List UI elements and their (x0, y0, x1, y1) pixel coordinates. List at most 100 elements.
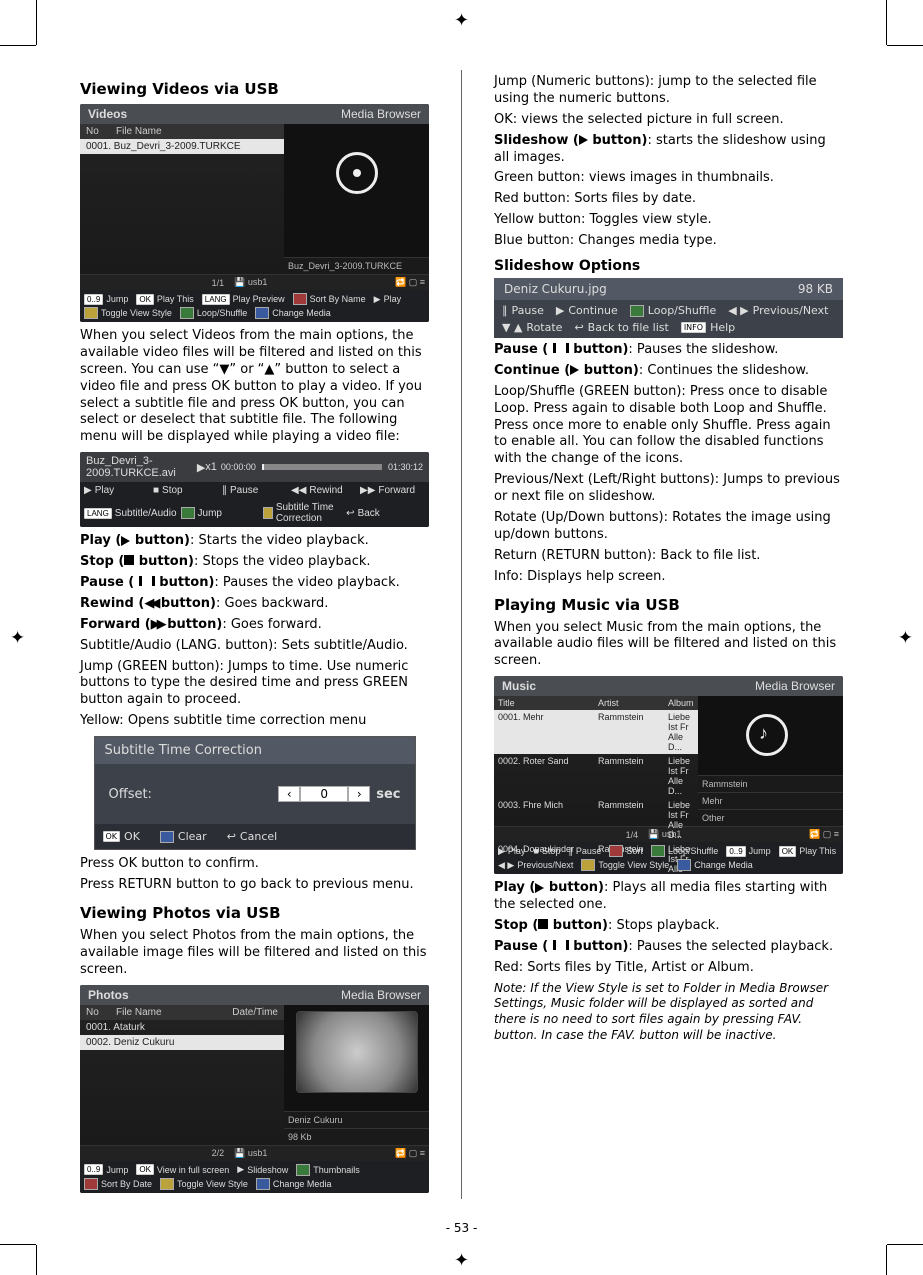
p-r5: Red button: Sorts files by date. (494, 191, 843, 208)
music-para: When you select Music from the main opti… (494, 620, 843, 671)
photo-row[interactable]: 0001. Ataturk (80, 1020, 284, 1035)
blue-icon (160, 831, 174, 843)
p-s2: Continue ( button): Continues the slides… (494, 363, 843, 380)
hdr-dt: Date/Time (232, 1007, 278, 1018)
crop-mark (36, 1245, 37, 1275)
info-key: INFO (681, 322, 706, 333)
red-icon (84, 1178, 98, 1190)
green-icon (630, 305, 644, 317)
film-reel-icon (336, 152, 378, 194)
reg-target-bottom: ✦ (454, 1250, 469, 1271)
p-sub: Press OK button to confirm. (80, 856, 429, 873)
slide-rot: Rotate (526, 321, 562, 334)
file-row[interactable]: 0001. Buz_Devri_3-2009.TURKCE (80, 139, 284, 154)
spinner-left[interactable]: ‹ (278, 786, 300, 802)
music-preview (698, 696, 843, 775)
hint-toggle: Toggle View Style (598, 860, 669, 870)
pib-stc: Subtitle Time Correction (276, 502, 342, 524)
slide-info: Help (710, 321, 735, 334)
jump-key: 0..9 (726, 846, 745, 857)
pib-progress[interactable] (262, 464, 382, 470)
count: 1/1 (212, 278, 225, 288)
ok-key: OK (136, 294, 154, 305)
hint-jump: Jump (749, 846, 771, 856)
red-icon (293, 293, 307, 305)
photo-row[interactable]: 0002. Deniz Cukuru (80, 1035, 284, 1050)
red-icon (609, 845, 623, 857)
hint-change: Change Media (272, 308, 331, 318)
crop-mark (0, 45, 36, 46)
slide-pn: Previous/Next (753, 304, 829, 317)
return-icon: ↩ (574, 321, 583, 334)
pib-t1: 01:30:12 (388, 462, 423, 472)
pib-pause: Pause (230, 485, 258, 496)
music-row[interactable]: 0001. MehrRammsteinLiebe Ist Fr Alle D..… (494, 710, 698, 754)
videos-right-label: Media Browser (341, 107, 421, 121)
p-s4: Previous/Next (Left/Right buttons): Jump… (494, 472, 843, 506)
p-ret: Press RETURN button to go back to previo… (80, 877, 429, 894)
hint-thumb: Thumbnails (313, 1165, 360, 1175)
yellow-icon (581, 859, 595, 871)
hdr-title: Title (498, 698, 598, 708)
reg-target-right: ✦ (898, 627, 913, 648)
pib-jump: Jump (198, 508, 222, 519)
hint-pause: Pause (576, 846, 602, 856)
p-r2: OK: views the selected picture in full s… (494, 112, 843, 129)
play-icon: ▶ (374, 294, 381, 305)
stop-icon: ■ (533, 846, 538, 856)
play-icon (570, 365, 579, 375)
play-icon (579, 135, 588, 145)
hdr-file: File Name (116, 1007, 232, 1018)
pause-icon: ∥ (568, 846, 573, 857)
music-note-icon (746, 714, 788, 756)
spinner-value: 0 (300, 786, 348, 802)
pib-sub: Subtitle/Audio (115, 508, 177, 519)
pib-fwd: Forward (378, 485, 415, 496)
p-s6: Return (RETURN button): Back to file lis… (494, 548, 843, 565)
yellow-icon (263, 507, 272, 519)
pib-stop: Stop (162, 485, 183, 496)
playback-info-bar: Buz_Devri_3-2009.TURKCE.avi ▶ x1 00:00:0… (80, 452, 429, 527)
spinner-right[interactable]: › (348, 786, 370, 802)
usb-label: usb1 (662, 829, 682, 839)
reg-target-left: ✦ (10, 627, 25, 648)
side-track: Mehr (698, 792, 843, 809)
music-row[interactable]: 0002. Roter SandRammsteinLiebe Ist Fr Al… (494, 754, 698, 798)
slideshow-bar: Deniz Cukuru.jpg 98 KB ∥Pause ▶Continue … (494, 278, 843, 338)
side-other: Other (698, 809, 843, 826)
sub-title: Subtitle Time Correction (95, 737, 415, 764)
p-mplay: Play ( button): Plays all media files st… (494, 880, 843, 914)
music-note: Note: If the View Style is set to Folder… (494, 981, 843, 1043)
stop-icon (538, 919, 548, 929)
pib-play: Play (95, 485, 114, 496)
yellow-icon (160, 1178, 174, 1190)
music-right-label: Media Browser (755, 679, 835, 693)
rewind-icon: ◀◀ (144, 596, 156, 613)
slide-continue: Continue (568, 304, 617, 317)
arrows-icon: ◀ ▶ (728, 304, 748, 317)
blue-icon (255, 307, 269, 319)
hdr-artist: Artist (598, 698, 668, 708)
green-icon (181, 507, 195, 519)
hint-play-this: Play This (799, 846, 836, 856)
music-title: Music (502, 679, 536, 693)
arrows-icon: ◀ ▶ (498, 860, 514, 871)
pib-rew: Rewind (309, 485, 342, 496)
hint-loop: Loop/Shuffle (668, 846, 718, 856)
pause-icon: ∥ (502, 304, 508, 317)
hdr-no: No (86, 126, 116, 137)
p-s5: Rotate (Up/Down buttons): Rotates the im… (494, 510, 843, 544)
green-icon (651, 845, 665, 857)
hint-sort: Sort (626, 846, 643, 856)
p-s7: Info: Displays help screen. (494, 569, 843, 586)
jump-key: 0..9 (84, 294, 103, 305)
usb-label: usb1 (248, 277, 268, 287)
play-icon: ▶ (84, 485, 92, 496)
music-browser: Music Media Browser Title Artist Album 0… (494, 676, 843, 874)
video-preview (284, 124, 429, 257)
page-number: - 53 - (0, 1221, 923, 1235)
play-icon: ▶ (498, 846, 505, 857)
offset-spinner[interactable]: ‹ 0 › (278, 786, 370, 802)
p-s1: Pause ( button): Pauses the slideshow. (494, 342, 843, 359)
pause-icon (553, 940, 569, 950)
